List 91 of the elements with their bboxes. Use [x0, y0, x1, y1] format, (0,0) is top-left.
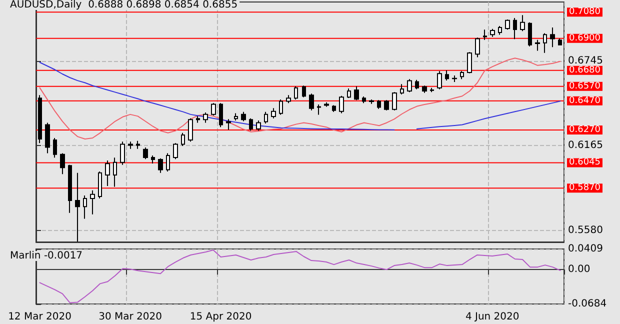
candlestick [430, 87, 434, 93]
candlestick [347, 88, 351, 98]
candlestick [467, 52, 472, 74]
line-series [39, 249, 561, 304]
candlestick [460, 70, 464, 80]
candlestick [362, 96, 366, 104]
candlestick [53, 138, 57, 158]
candlestick [520, 14, 525, 32]
candlestick [211, 102, 216, 116]
candlestick [279, 98, 283, 116]
candlestick [286, 94, 291, 104]
candlestick [60, 152, 65, 175]
candlestick [513, 18, 517, 40]
candlestick [392, 92, 397, 111]
y-tick-label: -0.0684 [568, 298, 607, 310]
candlestick [309, 93, 314, 111]
candlestick [332, 104, 336, 112]
candlestick [339, 95, 344, 114]
candlestick [188, 118, 193, 142]
candlestick [226, 118, 231, 130]
candlestick [377, 100, 381, 110]
y-tick-label: 0.6745 [568, 55, 603, 66]
candlestick [173, 142, 178, 160]
y-tick-label: 0.00 [568, 264, 590, 276]
candlestick [317, 104, 321, 116]
candlestick [203, 112, 208, 124]
ref-line-label: 0.6045 [569, 158, 600, 168]
x-tick-label: 15 Apr 2020 [190, 312, 252, 322]
candlestick [120, 141, 125, 166]
ref-line-label: 0.6270 [569, 125, 601, 135]
candlestick [196, 116, 200, 124]
candlestick [105, 160, 110, 186]
candlestick [249, 118, 253, 132]
candlestick [256, 120, 261, 132]
y-tick-label: 0.5580 [568, 224, 603, 236]
ref-line-label: 0.6470 [569, 96, 601, 106]
candlestick [264, 111, 268, 124]
line-series [39, 58, 561, 140]
candlestick [90, 190, 95, 215]
candlestick [181, 132, 185, 146]
candlestick [128, 141, 133, 150]
chart-title: Marlin -0.0017 [10, 250, 83, 262]
candlestick [543, 32, 547, 54]
candlestick [505, 18, 510, 30]
candlestick [400, 84, 404, 95]
candlestick [151, 154, 155, 164]
candlestick [136, 140, 140, 150]
candlestick [98, 170, 102, 199]
candlestick [384, 100, 389, 111]
chart-title: AUDUSD,Daily 0.6888 0.6898 0.6854 0.6855 [10, 0, 238, 10]
candlestick [68, 164, 72, 214]
candlestick [483, 29, 487, 40]
candlestick [528, 22, 532, 47]
candlestick [354, 86, 359, 101]
candlestick [241, 111, 246, 122]
candlestick [452, 74, 457, 82]
candlestick [498, 26, 502, 36]
x-tick-label: 30 Mar 2020 [98, 312, 162, 322]
y-tick-label: 0.0409 [568, 244, 603, 254]
candlestick [219, 102, 223, 128]
ref-line-label: 0.5870 [569, 183, 601, 194]
candlestick [369, 98, 374, 104]
candlestick [422, 85, 427, 94]
candlestick [294, 86, 298, 100]
candlestick [550, 26, 555, 48]
candlestick [415, 79, 419, 90]
candlestick [166, 152, 170, 172]
ref-line-label: 0.6570 [569, 81, 601, 92]
candlestick [407, 78, 412, 93]
candlestick [83, 194, 87, 220]
candlestick [490, 28, 495, 38]
candlestick [271, 108, 276, 119]
candlestick [437, 70, 442, 90]
candlestick [143, 146, 148, 160]
candlestick [302, 85, 306, 98]
y-tick-label: 0.6165 [568, 140, 603, 151]
x-tick-label: 4 Jun 2020 [465, 312, 520, 322]
candlestick [558, 38, 562, 46]
ref-line-label: 0.6900 [569, 33, 601, 44]
candlestick [75, 172, 80, 242]
candlestick [324, 102, 329, 108]
candlestick [158, 158, 163, 174]
candlestick [475, 37, 480, 58]
candlestick [445, 70, 449, 82]
candlestick [535, 39, 540, 52]
x-tick-label: 12 Mar 2020 [8, 312, 72, 322]
candlestick [113, 157, 117, 188]
ref-line-label: 0.6680 [569, 65, 601, 76]
candlestick [45, 122, 50, 154]
ref-line-label: 0.7080 [569, 7, 601, 18]
candlestick [234, 112, 238, 122]
